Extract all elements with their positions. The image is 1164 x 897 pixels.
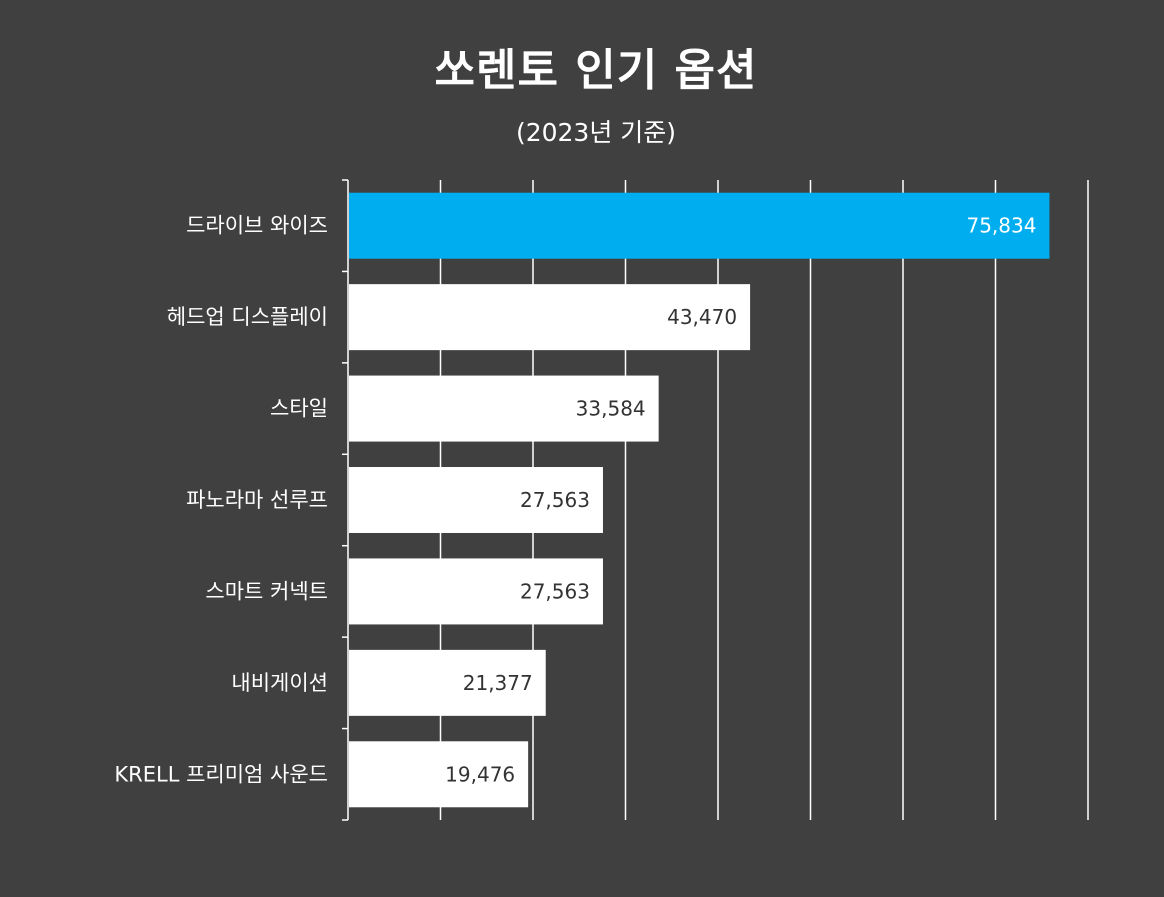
bar [349, 375, 659, 442]
category-label: 드라이브 와이즈 [186, 214, 328, 238]
bar [349, 467, 603, 533]
category-label: 내비게이션 [231, 671, 328, 695]
chart-title: 쏘렌토 인기 옵션 [434, 45, 758, 96]
bar [349, 192, 1050, 259]
category-label: KRELL 프리미엄 사운드 [114, 762, 328, 786]
bar-value-label: 43,470 [667, 305, 737, 329]
category-label: 헤드업 디스플레이 [167, 305, 328, 329]
bar [349, 649, 546, 716]
bar [349, 741, 529, 808]
category-label: 스마트 커넥트 [205, 579, 328, 603]
bar-value-label: 21,377 [463, 671, 533, 695]
bar [349, 558, 603, 625]
bar-value-label: 27,563 [520, 579, 590, 603]
bar-value-label: 19,476 [445, 762, 515, 786]
bar [349, 284, 751, 351]
bar-value-label: 33,584 [576, 397, 646, 421]
category-label: 스타일 [270, 397, 328, 421]
bar-value-label: 75,834 [966, 214, 1036, 238]
chart-subtitle: (2023년 기준) [515, 118, 677, 147]
category-label: 파노라마 선루프 [186, 488, 328, 512]
bar-value-label: 27,563 [520, 488, 590, 512]
